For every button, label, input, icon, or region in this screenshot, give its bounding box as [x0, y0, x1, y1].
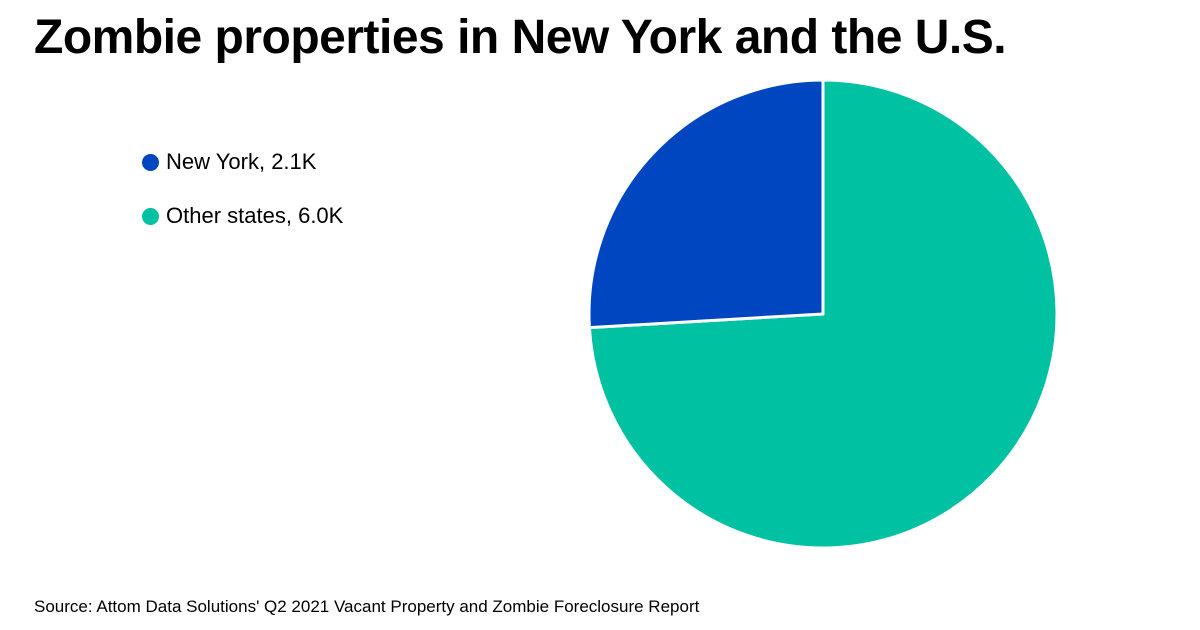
pie-slice-new-york	[587, 78, 825, 330]
legend-label-other-states: Other states	[166, 203, 286, 228]
legend-label-new-york: New York	[166, 149, 259, 174]
legend-swatch-other-states-icon	[142, 207, 159, 225]
legend-item-other-states: Other states, 6.0K	[142, 200, 343, 232]
legend-item-new-york: New York, 2.1K	[142, 146, 343, 178]
pie-chart	[587, 78, 1059, 550]
legend-value-new-york: 2.1K	[271, 149, 317, 174]
source-note: Source: Attom Data Solutions' Q2 2021 Va…	[34, 597, 700, 616]
legend-separator: ,	[285, 203, 299, 228]
chart-title: Zombie properties in New York and the U.…	[34, 11, 1007, 64]
legend: New York, 2.1K Other states, 6.0K	[142, 146, 343, 254]
legend-separator: ,	[258, 149, 272, 174]
legend-swatch-new-york-icon	[142, 153, 159, 171]
legend-value-other-states: 6.0K	[298, 203, 344, 228]
